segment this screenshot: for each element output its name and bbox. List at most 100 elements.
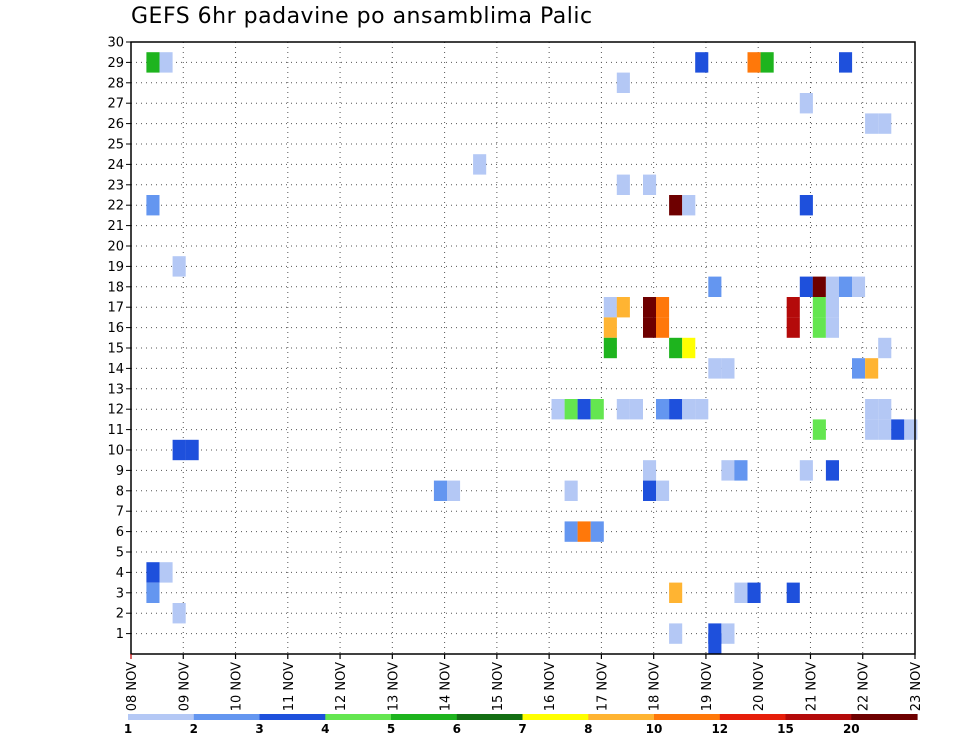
heatmap-cell [682, 195, 696, 216]
heatmap-cell [799, 460, 813, 481]
colorbar-label: 5 [387, 722, 395, 736]
heatmap-cell [812, 419, 826, 440]
colorbar-segment [522, 714, 589, 720]
heatmap-cell [825, 460, 839, 481]
heatmap-cell [760, 52, 774, 73]
y-tick-label: 17 [107, 301, 124, 316]
heatmap-cell [799, 276, 813, 297]
colorbar-segment [588, 714, 655, 720]
heatmap-cell [865, 419, 879, 440]
heatmap-cell [812, 317, 826, 338]
heatmap-cell [904, 419, 918, 440]
heatmap-cell [616, 297, 630, 318]
x-tick-label: 13 NOV [386, 662, 401, 711]
heatmap-cell [721, 623, 735, 644]
heatmap-cell [708, 633, 722, 654]
heatmap-cell [159, 52, 173, 73]
heatmap-cell [564, 399, 578, 420]
heatmap-cell [616, 399, 630, 420]
y-tick-label: 22 [107, 199, 124, 214]
heatmap-cell [669, 337, 683, 359]
x-tick-label: 08 NOV [125, 662, 140, 711]
heatmap-cell [721, 460, 735, 481]
y-tick-label: 13 [107, 382, 124, 397]
heatmap-cell [146, 562, 160, 583]
heatmap-cell [878, 113, 892, 134]
heatmap-cell [551, 399, 565, 420]
heatmap-cell [577, 521, 591, 542]
colorbar-segment [719, 714, 787, 720]
heatmap-cell [878, 419, 892, 440]
heatmap-cell [799, 93, 813, 114]
colorbar-label: 12 [711, 722, 728, 736]
x-tick-label: 19 NOV [700, 662, 715, 711]
y-tick-label: 5 [116, 546, 124, 561]
y-tick-label: 19 [107, 260, 124, 275]
colorbar-label: 8 [584, 722, 592, 736]
heatmap-cell [825, 317, 839, 338]
x-tick-label: 20 NOV [752, 662, 767, 711]
colorbar-segment [851, 714, 918, 720]
heatmap-cell [669, 195, 683, 216]
y-tick-label: 27 [107, 97, 124, 112]
colorbar-label: 3 [255, 722, 263, 736]
heatmap-cell [812, 276, 826, 297]
y-tick-label: 4 [116, 566, 124, 581]
y-tick-label: 3 [116, 586, 124, 601]
heatmap-cell [447, 480, 461, 501]
heatmap-cell [786, 582, 800, 603]
heatmap-cell [146, 582, 160, 603]
heatmap-cell [786, 317, 800, 338]
y-tick-label: 18 [107, 280, 124, 295]
x-tick-label: 14 NOV [439, 662, 454, 711]
heatmap-cell [616, 72, 630, 93]
heatmap-cell [669, 399, 683, 420]
heatmap-cell [878, 337, 892, 359]
heatmap-cell [643, 317, 657, 338]
y-tick-label: 23 [107, 178, 124, 193]
heatmap-cell [146, 52, 160, 73]
heatmap-cell [734, 460, 748, 481]
y-tick-label: 2 [116, 607, 124, 622]
x-tick-label: 22 NOV [857, 662, 872, 711]
x-tick-label: 21 NOV [804, 662, 819, 711]
heatmap-cell [799, 195, 813, 216]
heatmap-cell [695, 52, 709, 73]
heatmap-cell [852, 276, 866, 297]
heatmap-cell [721, 358, 735, 379]
y-tick-label: 29 [107, 56, 124, 71]
x-tick-label: 11 NOV [282, 662, 297, 711]
colorbar-label: 4 [321, 722, 329, 736]
x-tick-label: 17 NOV [595, 662, 610, 711]
y-tick-label: 10 [107, 444, 124, 459]
heatmap-cell [747, 52, 761, 73]
heatmap-cell [734, 582, 748, 603]
heatmap-cell [708, 276, 722, 297]
heatmap-cell [433, 480, 447, 501]
heatmap-cell [643, 297, 657, 318]
x-tick-label: 16 NOV [543, 662, 558, 711]
heatmap-cell [865, 399, 879, 420]
y-tick-label: 15 [107, 342, 124, 357]
y-tick-label: 6 [116, 525, 124, 540]
y-tick-label: 21 [107, 219, 124, 234]
heatmap-cell [852, 358, 866, 379]
heatmap-cell [590, 521, 604, 542]
heatmap-cell [603, 317, 617, 338]
y-tick-label: 16 [107, 321, 124, 336]
heatmap-cell [603, 337, 617, 359]
x-tick-label: 15 NOV [491, 662, 506, 711]
colorbar-label: 7 [518, 722, 526, 736]
heatmap-cell [878, 399, 892, 420]
y-tick-label: 14 [107, 362, 124, 377]
chart-title: GEFS 6hr padavine po ansamblima Palic [131, 4, 593, 29]
heatmap-cell [629, 399, 643, 420]
heatmap-cell [616, 174, 630, 195]
heatmap-cell [656, 399, 670, 420]
heatmap-cell [172, 256, 186, 277]
colorbar-segment [456, 714, 524, 720]
y-tick-label: 26 [107, 117, 124, 132]
heatmap-cell [172, 439, 186, 461]
heatmap-cell [682, 399, 696, 420]
plot-area [131, 42, 915, 654]
